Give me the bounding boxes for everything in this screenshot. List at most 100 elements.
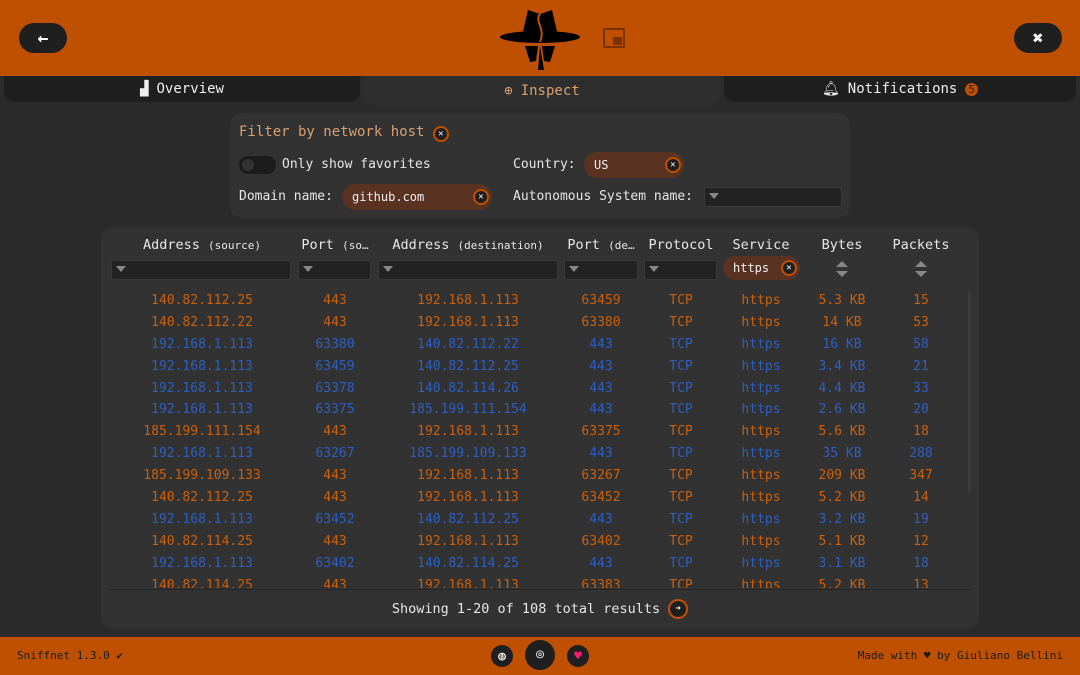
host-filter-panel: Filter by network host ✕ Only show favor… <box>230 113 850 218</box>
wrench-screwdriver-icon: ✖ <box>1032 27 1044 49</box>
tab-notifications[interactable]: 🔔︎ Notifications 5 <box>724 76 1076 102</box>
source-address-filter[interactable] <box>111 260 291 280</box>
table-row[interactable]: 140.82.112.25 443 192.168.1.113 63459 TCP htt… <box>101 290 979 312</box>
sponsor-heart-icon[interactable]: ♥ <box>567 645 589 667</box>
tab-inspect[interactable]: ⊕ Inspect <box>364 76 720 106</box>
table-row[interactable]: 185.199.109.133 443 192.168.1.113 63267 TCP h… <box>101 465 979 487</box>
cell-protocol: TCP <box>669 468 693 484</box>
cell-destination-port: 63380 <box>581 314 621 330</box>
table-row[interactable]: 192.168.1.113 63267 185.199.109.133 443 TCP h… <box>101 443 979 465</box>
tab-bar: ▟ Overview ⊕ Inspect 🔔︎ Notifications 5 <box>0 76 1080 106</box>
cell-protocol: TCP <box>669 424 693 440</box>
domain-input[interactable]: github.com ✕ <box>342 184 492 210</box>
clear-host-filter-button[interactable]: ✕ <box>432 126 449 142</box>
table-row[interactable]: 140.82.114.25 443 192.168.1.113 63383 TCP htt… <box>101 575 979 588</box>
column-header-destination-port: Port (de… <box>567 237 635 253</box>
cell-source-port: 63375 <box>315 402 355 418</box>
favorites-toggle[interactable] <box>239 156 276 174</box>
cell-bytes: 3.4 KB <box>818 358 866 374</box>
cell-source-address: 192.168.1.113 <box>151 336 253 352</box>
cell-protocol: TCP <box>669 577 693 588</box>
cell-service: https <box>741 358 781 374</box>
cell-protocol: TCP <box>669 380 693 396</box>
cell-bytes: 5.2 KB <box>818 577 866 588</box>
cell-packets: 14 <box>913 490 929 506</box>
filter-title: Filter by network host <box>239 124 425 140</box>
cell-destination-address: 140.82.112.25 <box>417 358 519 374</box>
column-header-destination-address: Address (destination) <box>392 237 544 253</box>
protocol-filter[interactable] <box>644 260 717 280</box>
next-page-button[interactable]: ➜ <box>668 598 689 619</box>
scrollbar[interactable] <box>968 292 971 492</box>
cell-service: https <box>741 402 781 418</box>
cell-protocol: TCP <box>669 358 693 374</box>
cell-destination-address: 192.168.1.113 <box>417 468 519 484</box>
cell-destination-port: 63459 <box>581 293 621 308</box>
cell-bytes: 5.3 KB <box>818 293 866 308</box>
cell-destination-address: 185.199.109.133 <box>409 446 527 462</box>
cell-destination-address: 140.82.114.25 <box>417 555 519 571</box>
cell-protocol: TCP <box>669 511 693 527</box>
cell-destination-port: 443 <box>589 336 613 352</box>
cell-service: https <box>741 468 781 484</box>
country-input[interactable]: US ✕ <box>584 152 684 178</box>
cell-source-port: 443 <box>323 293 347 308</box>
cell-source-address: 140.82.114.25 <box>151 533 253 549</box>
cell-destination-port: 443 <box>589 511 613 527</box>
results-count: Showing 1-20 of 108 total results <box>391 600 661 617</box>
cell-bytes: 3.1 KB <box>818 555 866 571</box>
cell-packets: 13 <box>913 577 929 588</box>
destination-address-filter[interactable] <box>378 260 558 280</box>
cell-destination-address: 185.199.111.154 <box>409 402 527 418</box>
sniffnet-logo <box>500 10 580 70</box>
cell-source-address: 140.82.114.25 <box>151 577 253 588</box>
clear-service-filter-button[interactable]: ✕ <box>781 260 797 276</box>
cell-source-port: 63402 <box>315 555 355 571</box>
column-header-source-address: Address (source) <box>142 237 262 253</box>
up-to-date-icon: ✔ <box>116 649 123 662</box>
footer: Sniffnet 1.3.0 ✔ ◍ ⌾ ♥ Made with ♥ by Gi… <box>0 637 1080 675</box>
back-button[interactable]: ← <box>19 23 67 53</box>
cell-packets: 347 <box>909 468 933 484</box>
table-row[interactable]: 140.82.114.25 443 192.168.1.113 63402 TCP htt… <box>101 531 979 553</box>
cell-source-port: 63378 <box>315 380 355 396</box>
cell-bytes: 5.6 KB <box>818 424 866 440</box>
sort-bytes-icon[interactable] <box>836 261 848 277</box>
cell-protocol: TCP <box>669 314 693 330</box>
tab-overview[interactable]: ▟ Overview <box>4 76 360 102</box>
table-row[interactable]: 192.168.1.113 63452 140.82.112.25 443 TCP htt… <box>101 509 979 531</box>
table-row[interactable]: 140.82.112.22 443 192.168.1.113 63380 TCP htt… <box>101 312 979 334</box>
service-filter[interactable]: https ✕ <box>723 256 800 280</box>
cell-protocol: TCP <box>669 533 693 549</box>
asn-input[interactable] <box>704 187 842 207</box>
clear-country-button[interactable]: ✕ <box>665 157 681 173</box>
destination-port-filter[interactable] <box>564 260 638 280</box>
cell-service: https <box>741 577 781 588</box>
cell-source-port: 63459 <box>315 358 355 374</box>
cell-destination-port: 443 <box>589 358 613 374</box>
table-row[interactable]: 185.199.111.154 443 192.168.1.113 63375 TCP h… <box>101 421 979 443</box>
github-icon[interactable]: ⌾ <box>525 640 555 670</box>
cell-service: https <box>741 314 781 330</box>
table-row[interactable]: 192.168.1.113 63378 140.82.114.26 443 TCP htt… <box>101 378 979 400</box>
cell-destination-port: 63375 <box>581 424 621 440</box>
cell-protocol: TCP <box>669 555 693 571</box>
table-row[interactable]: 140.82.112.25 443 192.168.1.113 63452 TCP htt… <box>101 487 979 509</box>
website-globe-icon[interactable]: ◍ <box>491 645 513 667</box>
table-row[interactable]: 192.168.1.113 63402 140.82.114.25 443 TCP htt… <box>101 553 979 575</box>
sort-packets-icon[interactable] <box>915 261 927 277</box>
picture-in-picture-icon[interactable] <box>603 28 625 48</box>
table-row[interactable]: 192.168.1.113 63459 140.82.112.25 443 TCP htt… <box>101 356 979 378</box>
clear-domain-button[interactable]: ✕ <box>473 189 489 205</box>
cell-packets: 18 <box>913 424 929 440</box>
cell-destination-port: 63402 <box>581 533 621 549</box>
table-row[interactable]: 192.168.1.113 63375 185.199.111.154 443 TCP h… <box>101 399 979 421</box>
column-header-packets: Packets <box>892 237 950 253</box>
settings-button[interactable]: ✖ <box>1014 23 1062 53</box>
cell-source-port: 63267 <box>315 446 355 462</box>
cell-source-port: 63452 <box>315 511 355 527</box>
cell-protocol: TCP <box>669 446 693 462</box>
source-port-filter[interactable] <box>298 260 371 280</box>
cell-packets: 15 <box>913 293 929 308</box>
table-row[interactable]: 192.168.1.113 63380 140.82.112.22 443 TCP htt… <box>101 334 979 356</box>
